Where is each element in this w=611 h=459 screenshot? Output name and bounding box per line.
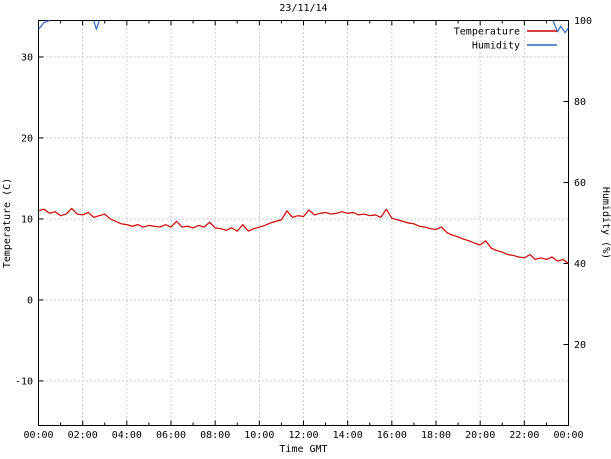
- y-axis-label-left: Temperature (C): [2, 178, 13, 268]
- svg-text:06:00: 06:00: [156, 430, 186, 441]
- svg-text:00:00: 00:00: [23, 430, 53, 441]
- series-layer: [38, 19, 569, 264]
- svg-text:10:00: 10:00: [244, 430, 274, 441]
- svg-text:100: 100: [574, 16, 592, 27]
- legend-label: Humidity: [472, 41, 520, 52]
- svg-text:10: 10: [21, 214, 33, 225]
- svg-text:12:00: 12:00: [288, 430, 318, 441]
- humidity-series-segment: [93, 20, 100, 31]
- svg-text:-10: -10: [15, 376, 33, 387]
- y-axis-label-right: Humidity (%): [600, 187, 611, 259]
- chart-title: 23/11/14: [279, 3, 327, 14]
- humidity-series-segment: [38, 19, 50, 30]
- x-axis-label: Time GMT: [279, 444, 327, 455]
- svg-text:30: 30: [21, 52, 33, 63]
- y-axis-right-tick-labels: 20 40 60 80 100: [574, 16, 592, 351]
- x-axis-tick-labels: 00:00 02:00 04:00 06:00 08:00 10:00 12:00 14:00…: [23, 430, 583, 441]
- svg-text:20: 20: [574, 340, 586, 351]
- svg-text:60: 60: [574, 178, 586, 189]
- svg-text:02:00: 02:00: [68, 430, 98, 441]
- svg-text:14:00: 14:00: [333, 430, 363, 441]
- svg-text:40: 40: [574, 259, 586, 270]
- svg-text:80: 80: [574, 97, 586, 108]
- svg-text:22:00: 22:00: [509, 430, 539, 441]
- temperature-series: [38, 207, 569, 264]
- svg-text:0: 0: [27, 295, 33, 306]
- svg-text:20: 20: [21, 133, 33, 144]
- axis-ticks: [38, 20, 569, 426]
- grid: [38, 20, 569, 426]
- svg-text:04:00: 04:00: [112, 430, 142, 441]
- svg-text:16:00: 16:00: [377, 430, 407, 441]
- svg-text:18:00: 18:00: [421, 430, 451, 441]
- humidity-series-segment: [552, 20, 569, 34]
- svg-text:20:00: 20:00: [465, 430, 495, 441]
- y-axis-left-tick-labels: -10 0 10 20 30: [15, 52, 33, 387]
- legend-label: Temperature: [454, 27, 520, 38]
- legend: Temperature Humidity: [454, 27, 557, 52]
- svg-text:08:00: 08:00: [200, 430, 230, 441]
- svg-text:00:00: 00:00: [553, 430, 583, 441]
